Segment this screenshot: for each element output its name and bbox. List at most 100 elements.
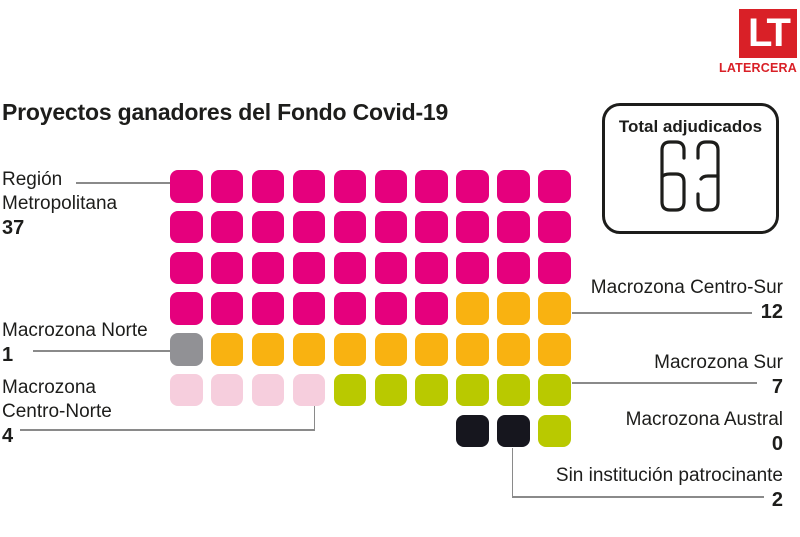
waffle-cell	[170, 373, 203, 407]
label-text: Macrozona Sur	[654, 352, 783, 373]
waffle-cell	[251, 170, 285, 203]
waffle-cell	[456, 170, 489, 203]
waffle-cell	[210, 333, 244, 366]
lt-logo: LT	[739, 9, 797, 58]
waffle-cell	[292, 292, 326, 325]
waffle-cell	[374, 170, 407, 203]
label-text: Macrozona	[2, 377, 96, 398]
waffle-cell	[415, 170, 448, 203]
waffle-cell	[292, 251, 326, 284]
connector-sin-institucion-h	[512, 496, 764, 498]
waffle-cell	[456, 292, 489, 325]
waffle-cell	[333, 373, 367, 407]
label-region-metropolitana: Región Metropolitana 37	[2, 168, 117, 240]
label-value: 2	[771, 489, 783, 511]
waffle-cell	[456, 251, 489, 284]
waffle-cell	[374, 292, 407, 325]
connector-sin-institucion-v	[511, 448, 513, 497]
waffle-cell	[538, 251, 571, 284]
label-sin-institucion: Sin institución patrocinante 2	[556, 464, 783, 512]
waffle-cell	[374, 333, 407, 366]
waffle-cell	[415, 251, 448, 284]
label-value: 0	[771, 433, 783, 455]
label-text: Macrozona Centro-Sur	[590, 277, 783, 298]
waffle-cell	[538, 373, 571, 407]
connector-macrozona-centro-norte-h	[20, 429, 315, 431]
total-value-63	[659, 140, 720, 212]
waffle-cell	[251, 210, 285, 244]
waffle-cell	[333, 170, 367, 203]
waffle-cell	[374, 251, 407, 284]
lt-logo-caption: LATERCERA	[719, 61, 797, 75]
waffle-cell	[538, 170, 571, 203]
label-text: Centro-Norte	[2, 401, 112, 422]
waffle-cell	[456, 210, 489, 244]
waffle-cell	[292, 210, 326, 244]
total-box: Total adjudicados	[602, 103, 779, 234]
waffle-cell	[210, 210, 244, 244]
label-macrozona-norte: Macrozona Norte 1	[2, 319, 148, 367]
waffle-cell	[456, 333, 489, 366]
connector-macrozona-centro-norte-v	[313, 406, 315, 430]
waffle-cell	[374, 210, 407, 244]
waffle-cell	[456, 373, 489, 407]
waffle-cell	[251, 373, 285, 407]
waffle-cell	[210, 292, 244, 325]
waffle-cell	[251, 251, 285, 284]
waffle-cell	[210, 251, 244, 284]
waffle-cell	[292, 333, 326, 366]
waffle-cell	[374, 373, 407, 407]
label-text: Región	[2, 169, 63, 190]
label-value: 12	[760, 301, 783, 323]
waffle-cell	[456, 414, 489, 447]
lt-logo-letters: LT	[748, 10, 791, 55]
waffle-cell	[251, 333, 285, 366]
label-value: 37	[2, 217, 25, 239]
waffle-cell	[210, 373, 244, 407]
label-value: 7	[771, 376, 783, 398]
waffle-grid	[170, 170, 571, 448]
label-value: 1	[2, 344, 14, 366]
waffle-cell	[292, 170, 326, 203]
waffle-cell	[415, 373, 448, 407]
waffle-cell	[538, 210, 571, 244]
label-text: Sin institución patrocinante	[555, 465, 783, 486]
waffle-cell	[170, 292, 203, 325]
waffle-cell	[497, 170, 530, 203]
waffle-cell	[497, 210, 530, 244]
waffle-cell	[333, 292, 367, 325]
waffle-cell	[170, 210, 203, 244]
waffle-cell	[210, 170, 244, 203]
waffle-cell	[415, 210, 448, 244]
connector-region-metropolitana	[76, 182, 170, 184]
label-value: 4	[2, 425, 14, 447]
waffle-cell	[333, 251, 367, 284]
waffle-cell	[170, 333, 203, 366]
total-label: Total adjudicados	[618, 117, 763, 136]
waffle-cell	[497, 333, 530, 366]
waffle-cell	[538, 414, 571, 447]
waffle-cell	[497, 414, 530, 447]
label-macrozona-austral: Macrozona Austral 0	[626, 408, 783, 456]
waffle-cell	[415, 333, 448, 366]
label-macrozona-centro-sur: Macrozona Centro-Sur 12	[591, 276, 783, 324]
connector-macrozona-centro-sur	[572, 312, 752, 314]
connector-macrozona-sur	[572, 382, 757, 384]
page-title: Proyectos ganadores del Fondo Covid-19	[2, 99, 449, 125]
label-text: Macrozona Austral	[625, 409, 783, 430]
label-macrozona-centro-norte: Macrozona Centro-Norte 4	[2, 376, 112, 448]
waffle-cell	[333, 210, 367, 244]
waffle-cell	[497, 251, 530, 284]
waffle-cell	[333, 333, 367, 366]
waffle-cell	[292, 373, 326, 407]
label-macrozona-sur: Macrozona Sur 7	[654, 351, 783, 399]
waffle-cell	[170, 170, 203, 203]
label-text: Metropolitana	[2, 193, 118, 214]
waffle-cell	[251, 292, 285, 325]
waffle-cell	[538, 333, 571, 366]
connector-macrozona-norte	[33, 350, 170, 352]
waffle-cell	[497, 373, 530, 407]
waffle-cell	[170, 251, 203, 284]
waffle-cell	[538, 292, 571, 325]
